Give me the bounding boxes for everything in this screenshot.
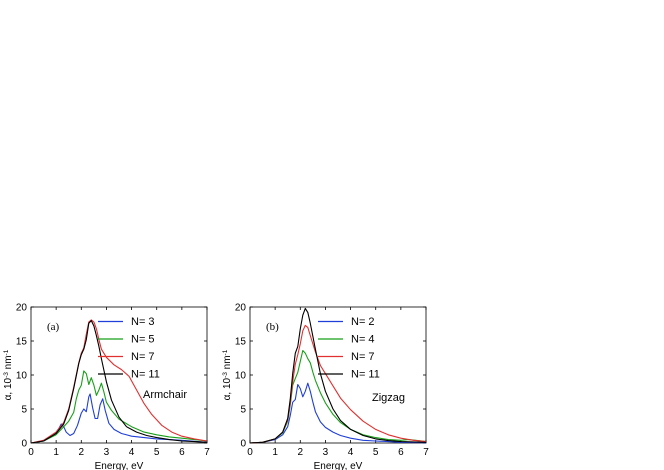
legend-entry: N= 11 bbox=[131, 369, 160, 381]
legend-entry: N= 11 bbox=[351, 369, 380, 381]
legend-entry: N= 3 bbox=[131, 316, 155, 328]
x-tick-label: 5 bbox=[154, 447, 160, 458]
x-tick-label: 2 bbox=[298, 447, 304, 458]
chart-annotation: Zigzag bbox=[372, 392, 405, 404]
y-axis-title-main: α, 10 bbox=[222, 377, 233, 400]
x-tick-label: 1 bbox=[272, 447, 278, 458]
y-axis-title-exp1: -3 bbox=[3, 372, 10, 378]
x-tick-label: 4 bbox=[129, 447, 135, 458]
y-axis-title-mid: nm bbox=[222, 355, 233, 372]
x-tick-label: 0 bbox=[28, 447, 34, 458]
x-tick-label: 0 bbox=[247, 447, 253, 458]
legend-entry: N= 2 bbox=[351, 316, 375, 328]
y-tick-label: 5 bbox=[21, 405, 27, 416]
series-line-n11 bbox=[30, 320, 208, 444]
series-line-n2 bbox=[249, 382, 427, 444]
x-tick-label: 4 bbox=[348, 447, 354, 458]
series-line-n7 bbox=[249, 324, 427, 444]
y-axis-title: α, 10-3 nm-1 bbox=[222, 349, 233, 400]
x-tick-label: 6 bbox=[398, 447, 404, 458]
x-tick-label: 3 bbox=[104, 447, 110, 458]
x-tick-label: 6 bbox=[179, 447, 185, 458]
legend-entry: N= 7 bbox=[351, 351, 375, 363]
y-tick-label: 10 bbox=[16, 371, 28, 382]
chart-annotation: Armchair bbox=[143, 389, 187, 401]
legend-entry: N= 7 bbox=[131, 351, 155, 363]
y-tick-label: 0 bbox=[21, 439, 27, 450]
y-tick-label: 5 bbox=[240, 405, 246, 416]
y-axis-title-main: α, 10 bbox=[3, 377, 14, 400]
y-tick-label: 15 bbox=[16, 337, 28, 348]
panel-a: 0 1 2 3 4 5 6 7 0 5 10 15 20 Energy, eV α, 10-3 nm-1 (a… bbox=[3, 303, 210, 470]
y-tick-label: 10 bbox=[235, 371, 247, 382]
series-line-n11 bbox=[249, 307, 427, 444]
panel-b: 0 1 2 3 4 5 6 7 0 5 10 15 20 Energy, eV α, 10-3 nm-1 (b… bbox=[222, 303, 429, 470]
y-tick-label: 20 bbox=[235, 303, 247, 314]
x-tick-label: 1 bbox=[53, 447, 59, 458]
y-axis-title: α, 10-3 nm-1 bbox=[3, 349, 14, 400]
x-axis-title: Energy, eV bbox=[95, 461, 144, 470]
legend-entry: N= 4 bbox=[351, 334, 375, 346]
y-tick-label: 20 bbox=[16, 303, 28, 314]
x-tick-label: 2 bbox=[79, 447, 85, 458]
legend-entry: N= 5 bbox=[131, 334, 155, 346]
x-axis-title: Energy, eV bbox=[314, 461, 363, 470]
y-tick-label: 15 bbox=[235, 337, 247, 348]
panel-label: (a) bbox=[47, 321, 60, 333]
x-tick-label: 7 bbox=[423, 447, 429, 458]
x-tick-label: 7 bbox=[204, 447, 210, 458]
y-tick-label: 0 bbox=[240, 439, 246, 450]
series-line-n3 bbox=[30, 393, 208, 444]
y-axis-title-exp2: -1 bbox=[3, 349, 10, 355]
x-tick-label: 3 bbox=[323, 447, 329, 458]
panel-label: (b) bbox=[266, 321, 279, 333]
series-line-n5 bbox=[30, 370, 208, 444]
y-axis-title-exp1: -3 bbox=[222, 372, 229, 378]
y-axis-title-mid: nm bbox=[3, 355, 14, 372]
x-tick-label: 5 bbox=[373, 447, 379, 458]
y-axis-title-exp2: -1 bbox=[222, 349, 229, 355]
